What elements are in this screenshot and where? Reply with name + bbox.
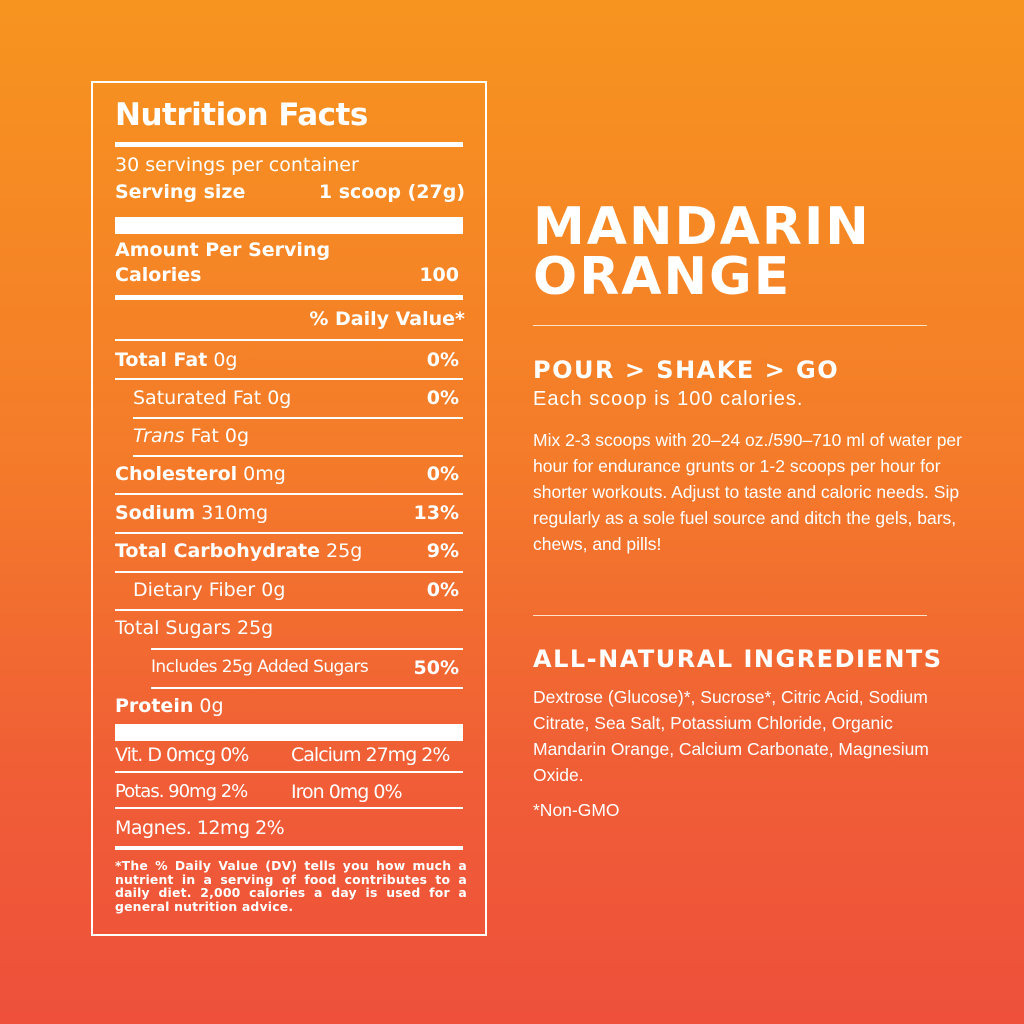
row-trans-fat: Trans Fat 0g [115, 419, 459, 457]
nutrient-name: Saturated Fat [133, 387, 262, 409]
thick-divider [115, 217, 463, 234]
nutrient-amount: 0g [255, 579, 286, 601]
nutrient-dv: 50% [413, 657, 459, 679]
divider [115, 339, 463, 341]
divider [151, 687, 463, 689]
servings-per-container: 30 servings per container [115, 154, 359, 176]
product-name-line2: ORANGE [533, 247, 792, 307]
product-name-line1: MANDARIN [533, 197, 871, 257]
nutrient-name: Cholesterol [115, 463, 238, 485]
divider [133, 417, 463, 419]
nutrient-amount: 310mg [195, 502, 269, 524]
directions-text: Mix 2-3 scoops with 20–24 oz./590–710 ml… [533, 430, 962, 554]
nutrient-name: Total Sugars [115, 617, 231, 639]
calories-value: 100 [419, 264, 459, 286]
nutrient-name: Protein [115, 695, 194, 717]
nutrient-dv: 0% [426, 579, 459, 601]
divider [115, 846, 463, 850]
daily-value-header: % Daily Value* [309, 308, 465, 330]
nutrition-facts-title: Nutrition Facts [115, 97, 368, 133]
nutrient-name: Total Carbohydrate [115, 540, 320, 562]
row-total-sugars: Total Sugars 25g [115, 611, 459, 649]
thick-divider [115, 724, 463, 741]
ingredients-text: Dextrose (Glucose)*, Sucrose*, Citric Ac… [533, 687, 929, 785]
nutrient-name: Trans [133, 425, 185, 447]
divider [115, 532, 463, 534]
nutrient-dv: 0% [426, 349, 459, 371]
nutrition-facts-panel: Nutrition Facts 30 servings per containe… [91, 81, 487, 936]
divider [115, 807, 463, 809]
nutrient-dv: 9% [426, 540, 459, 562]
divider [115, 609, 463, 611]
divider [133, 455, 463, 457]
divider [115, 493, 463, 495]
product-name: MANDARIN ORANGE [533, 197, 871, 307]
row-dietary-fiber: Dietary Fiber 0g 0% [115, 573, 459, 611]
divider [115, 378, 463, 380]
calcium: Calcium 27mg 2% [291, 744, 450, 766]
row-sodium: Sodium 310mg 13% [115, 496, 459, 534]
iron: Iron 0mg 0% [291, 781, 403, 803]
non-gmo-note: *Non-GMO [533, 800, 620, 820]
serving-size-value: 1 scoop (27g) [318, 181, 465, 203]
amount-per-serving: Amount Per Serving [115, 239, 331, 261]
nutrient-dv: 0% [426, 387, 459, 409]
calories-label: Calories [115, 264, 202, 286]
nutrient-dv: 13% [413, 502, 459, 524]
magnesium: Magnes. 12mg 2% [115, 817, 285, 839]
divider [115, 142, 463, 147]
row-added-sugars: Includes 25g Added Sugars 50% [115, 651, 459, 689]
divider [533, 615, 927, 616]
nutrient-dv: 0% [426, 463, 459, 485]
steps-heading: POUR > SHAKE > GO [533, 356, 840, 384]
potassium: Potas. 90mg 2% [115, 781, 248, 802]
nutrient-name: Total Fat [115, 349, 208, 371]
nutrient-name: Dietary Fiber [133, 579, 256, 601]
row-cholesterol: Cholesterol 0mg 0% [115, 457, 459, 495]
nutrient-amount: 0g [261, 387, 292, 409]
divider [151, 648, 463, 650]
row-total-fat: Total Fat 0g 0% [115, 343, 459, 381]
divider [533, 325, 927, 326]
nutrient-name: Sodium [115, 502, 196, 524]
nutrient-amount: 0mg [237, 463, 286, 485]
nutrient-amount: 25g [319, 540, 363, 562]
row-protein: Protein 0g [115, 689, 459, 727]
nutrient-name: Includes 25g Added Sugars [151, 657, 369, 677]
row-saturated-fat: Saturated Fat 0g 0% [115, 381, 459, 419]
nutrient-amount: 25g [230, 617, 274, 639]
vitamin-d: Vit. D 0mcg 0% [115, 744, 249, 766]
nutrient-amount: 0g [193, 695, 224, 717]
ingredients-heading: ALL-NATURAL INGREDIENTS [533, 645, 943, 673]
scoop-note: Each scoop is 100 calories. [533, 388, 804, 410]
divider [115, 771, 463, 773]
nutrient-amount: Fat 0g [184, 425, 250, 447]
nutrient-amount: 0g [207, 349, 238, 371]
row-total-carbohydrate: Total Carbohydrate 25g 9% [115, 534, 459, 572]
divider [115, 571, 463, 573]
daily-value-footnote: *The % Daily Value (DV) tells you how mu… [115, 858, 467, 914]
divider [115, 295, 463, 300]
serving-size-label: Serving size [115, 181, 246, 203]
